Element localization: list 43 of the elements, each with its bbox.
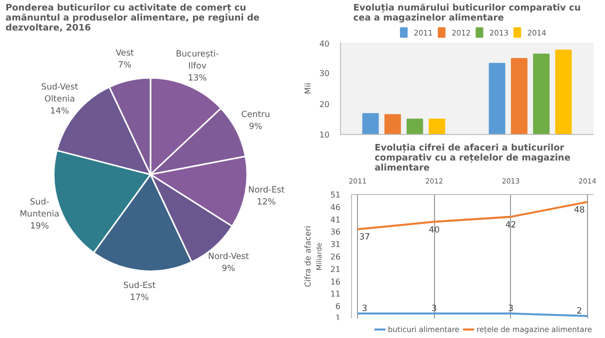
y-axis-title: Cifra de afaceri [304,226,312,288]
chart-title: Evoluția cifrei de afaceri a buticurilor comparativ cu a rețelelor de magazine alimentare [374,144,570,174]
data-label: 42 [505,220,516,230]
data-label: 2 [576,306,582,317]
y-tick-label: 16 [330,277,341,286]
y-tick-label: 36 [330,228,341,237]
data-label: 9% [222,264,236,274]
data-label: 40 [428,225,440,236]
slice-label: Nord-Est [248,186,286,196]
y-tick-label: 40 [319,40,330,48]
chart-title: Evoluția numărului buticurilor comparativ cu cea a magazinelor alimentare [353,2,581,24]
data-label: 9% [248,122,262,132]
data-label: 48 [574,205,585,216]
slice-label: Vest [116,48,135,59]
y-tick-label: 46 [330,202,341,212]
slice-label: Nord-Vest [208,252,250,262]
slice-label: Sud-Est [123,280,156,291]
data-label: 37 [359,232,370,243]
data-label: 17% [130,292,149,303]
y-tick-label: 6 [335,302,341,312]
y-tick-label: 20 [319,100,330,109]
data-label: 3 [362,304,368,314]
data-label: 19% [30,221,49,232]
y-tick-label: 41 [330,215,341,224]
data-label: 14% [50,106,70,116]
y-tick-label: 11 [330,290,341,299]
data-label: 12% [256,198,276,208]
y-tick-label: 30 [319,69,330,78]
y-tick-label: 21 [330,264,341,274]
y-tick-label: 10 [319,130,330,140]
y-axis-title: Mii [303,82,312,94]
slice-label: Sud-Vest Oltenia [41,82,79,104]
data-label: 3 [508,304,514,314]
slice-label: Centru [241,110,270,120]
slice-label: București-Ilfov [176,49,219,72]
data-label: 7% [118,60,132,71]
y-tick-label: 26 [330,252,341,262]
y-tick-label: 51 [330,190,341,200]
chart-title: Ponderea buticurilor cu activitate de comerț cu amănuntul a produselor alimentare, pe regiuni de dezvoltare, 2016 [6,4,260,34]
y-tick-label: 31 [330,240,341,250]
data-label: 3 [432,304,437,314]
data-label: 13% [188,73,207,84]
slice-label: Sud-Muntenia [20,197,60,220]
